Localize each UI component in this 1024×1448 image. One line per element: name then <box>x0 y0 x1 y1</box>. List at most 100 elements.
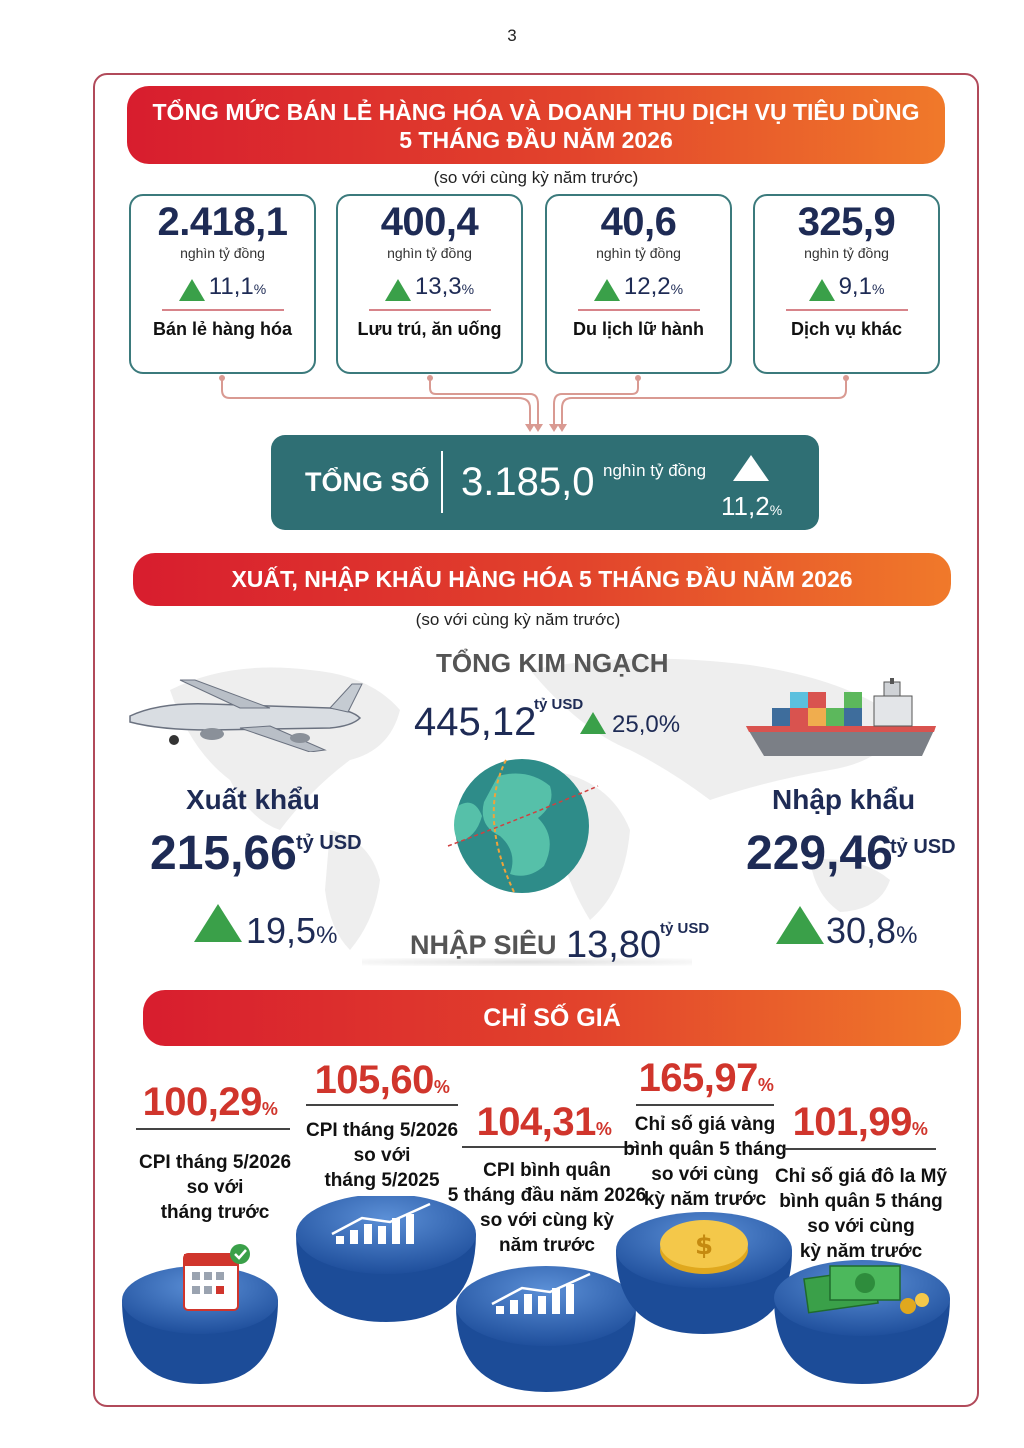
desc-line: so với cùng <box>651 1164 759 1185</box>
desc-line: tháng trước <box>160 1202 270 1223</box>
card-divider <box>368 309 491 311</box>
card-unit: nghìn tỷ đồng <box>804 245 889 261</box>
up-triangle-icon <box>733 455 769 481</box>
retail-title-line1: TỔNG MỨC BÁN LẺ HÀNG HÓA VÀ DOANH THU DỊ… <box>152 99 920 125</box>
export-unit: tỷ USD <box>296 832 362 854</box>
page-number: 3 <box>507 26 517 45</box>
desc-line: CPI bình quân <box>483 1160 611 1181</box>
total-unit: nghìn tỷ đồng <box>603 461 707 480</box>
up-triangle-icon <box>776 906 824 944</box>
deficit-unit: tỷ USD <box>660 920 710 937</box>
retail-note: (so với cùng kỳ năm trước) <box>433 168 639 187</box>
up-triangle-icon <box>580 712 606 734</box>
airplane-icon <box>129 679 363 752</box>
card-pct: 11,1 <box>208 273 254 300</box>
card-label: Du lịch lữ hành <box>572 319 705 339</box>
card-value: 2.418,1 <box>157 200 288 244</box>
price-divider <box>636 1104 774 1106</box>
total-separator <box>441 451 443 513</box>
export-pct-wrap: 19,5% <box>246 910 337 952</box>
import-pct-wrap: 30,8% <box>826 910 917 952</box>
card-unit: nghìn tỷ đồng <box>596 245 681 261</box>
price-description: Chỉ số giá vàng bình quân 5 tháng so với… <box>616 1112 794 1212</box>
card-label: Lưu trú, ăn uống <box>357 319 502 339</box>
card-unit: nghìn tỷ đồng <box>387 245 472 261</box>
card-pct: 12,2 <box>623 273 671 300</box>
chart-bowl <box>456 1266 636 1392</box>
import-unit: tỷ USD <box>890 836 956 858</box>
card-unit: nghìn tỷ đồng <box>180 245 265 261</box>
page-frame <box>93 73 979 1407</box>
import-pct-sign: % <box>896 922 918 949</box>
card-divider <box>161 309 284 311</box>
up-triangle-icon <box>194 904 242 942</box>
retail-title-line2: 5 THÁNG ĐẦU NĂM 2026 <box>399 127 673 153</box>
price-divider <box>784 1148 936 1150</box>
price-value: 105,60% <box>312 1058 452 1103</box>
card-pct-sign: % <box>253 281 267 297</box>
cargo-ship-icon <box>746 678 936 756</box>
price-number: 100,29 <box>142 1080 263 1124</box>
up-triangle-icon <box>178 279 205 301</box>
desc-line: so với <box>353 1145 411 1166</box>
export-pct: 19,5 <box>246 910 317 951</box>
card-value: 40,6 <box>600 200 677 244</box>
price-description: Chỉ số giá đô la Mỹ bình quân 5 tháng so… <box>764 1164 958 1264</box>
deficit-shadow <box>362 958 692 966</box>
import-label: Nhập khẩu <box>772 784 916 815</box>
price-divider <box>306 1104 458 1106</box>
price-value: 101,99% <box>790 1100 930 1145</box>
globe-icon <box>447 759 599 893</box>
up-triangle-icon <box>593 279 620 301</box>
card-divider <box>577 309 700 311</box>
export-value: 215,66 <box>150 827 297 880</box>
desc-line: bình quân 5 tháng <box>779 1191 943 1212</box>
import-value: 229,46 <box>746 827 893 880</box>
price-number: 105,60 <box>314 1058 435 1102</box>
retail-title-banner: TỔNG MỨC BÁN LẺ HÀNG HÓA VÀ DOANH THU DỊ… <box>127 86 945 164</box>
price-pct-sign: % <box>757 1075 774 1095</box>
desc-line: CPI tháng 5/2026 <box>138 1152 292 1173</box>
card-pct-sign: % <box>871 281 885 297</box>
price-value: 165,97% <box>636 1056 776 1101</box>
gold-coin-bowl: $ <box>616 1212 792 1334</box>
desc-line: kỳ năm trước <box>799 1241 923 1262</box>
price-number: 101,99 <box>792 1100 913 1144</box>
desc-line: so với cùng <box>807 1216 915 1237</box>
price-bowls: $ <box>122 1196 950 1392</box>
price-description: CPI tháng 5/2026 so với tháng trước <box>120 1150 310 1225</box>
total-label: TỔNG SỐ <box>305 467 430 497</box>
desc-line: bình quân 5 tháng <box>623 1139 787 1160</box>
price-pct-sign: % <box>595 1119 612 1139</box>
price-pct-sign: % <box>433 1077 450 1097</box>
desc-line: kỳ năm trước <box>643 1189 767 1210</box>
card-pct: 9,1 <box>838 273 872 300</box>
retail-total-box: TỔNG SỐ 3.185,0 nghìn tỷ đồng 11,2% <box>271 435 819 530</box>
price-divider <box>462 1146 638 1148</box>
trade-note: (so với cùng kỳ năm trước) <box>415 610 621 629</box>
card-pct-sign: % <box>461 281 475 297</box>
card-value: 400,4 <box>380 200 479 244</box>
card-pct-sign: % <box>670 281 684 297</box>
price-divider <box>136 1128 290 1130</box>
card-value: 325,9 <box>797 200 896 244</box>
total-pct: 11,2 <box>721 491 770 521</box>
price-pct-sign: % <box>911 1119 928 1139</box>
retail-card: 40,6 nghìn tỷ đồng 12,2% Du lịch lữ hành <box>545 194 732 374</box>
export-label: Xuất khẩu <box>186 784 320 815</box>
retail-card: 325,9 nghìn tỷ đồng 9,1% Dịch vụ khác <box>753 194 940 374</box>
card-pct: 13,3 <box>414 273 462 300</box>
desc-line: tháng 5/2025 <box>324 1170 440 1191</box>
card-label: Bán lẻ hàng hóa <box>152 319 293 339</box>
total-value: 3.185,0 <box>461 460 595 504</box>
price-number: 165,97 <box>638 1056 759 1100</box>
desc-line: so với <box>186 1177 244 1198</box>
price-number: 104,31 <box>476 1100 597 1144</box>
price-pct-sign: % <box>261 1099 278 1119</box>
card-connectors <box>219 375 849 432</box>
trade-total-unit: tỷ USD <box>534 696 584 713</box>
desc-line: năm trước <box>499 1235 595 1256</box>
up-triangle-icon <box>808 279 835 301</box>
card-label: Dịch vụ khác <box>790 319 903 339</box>
price-value: 104,31% <box>474 1100 614 1145</box>
